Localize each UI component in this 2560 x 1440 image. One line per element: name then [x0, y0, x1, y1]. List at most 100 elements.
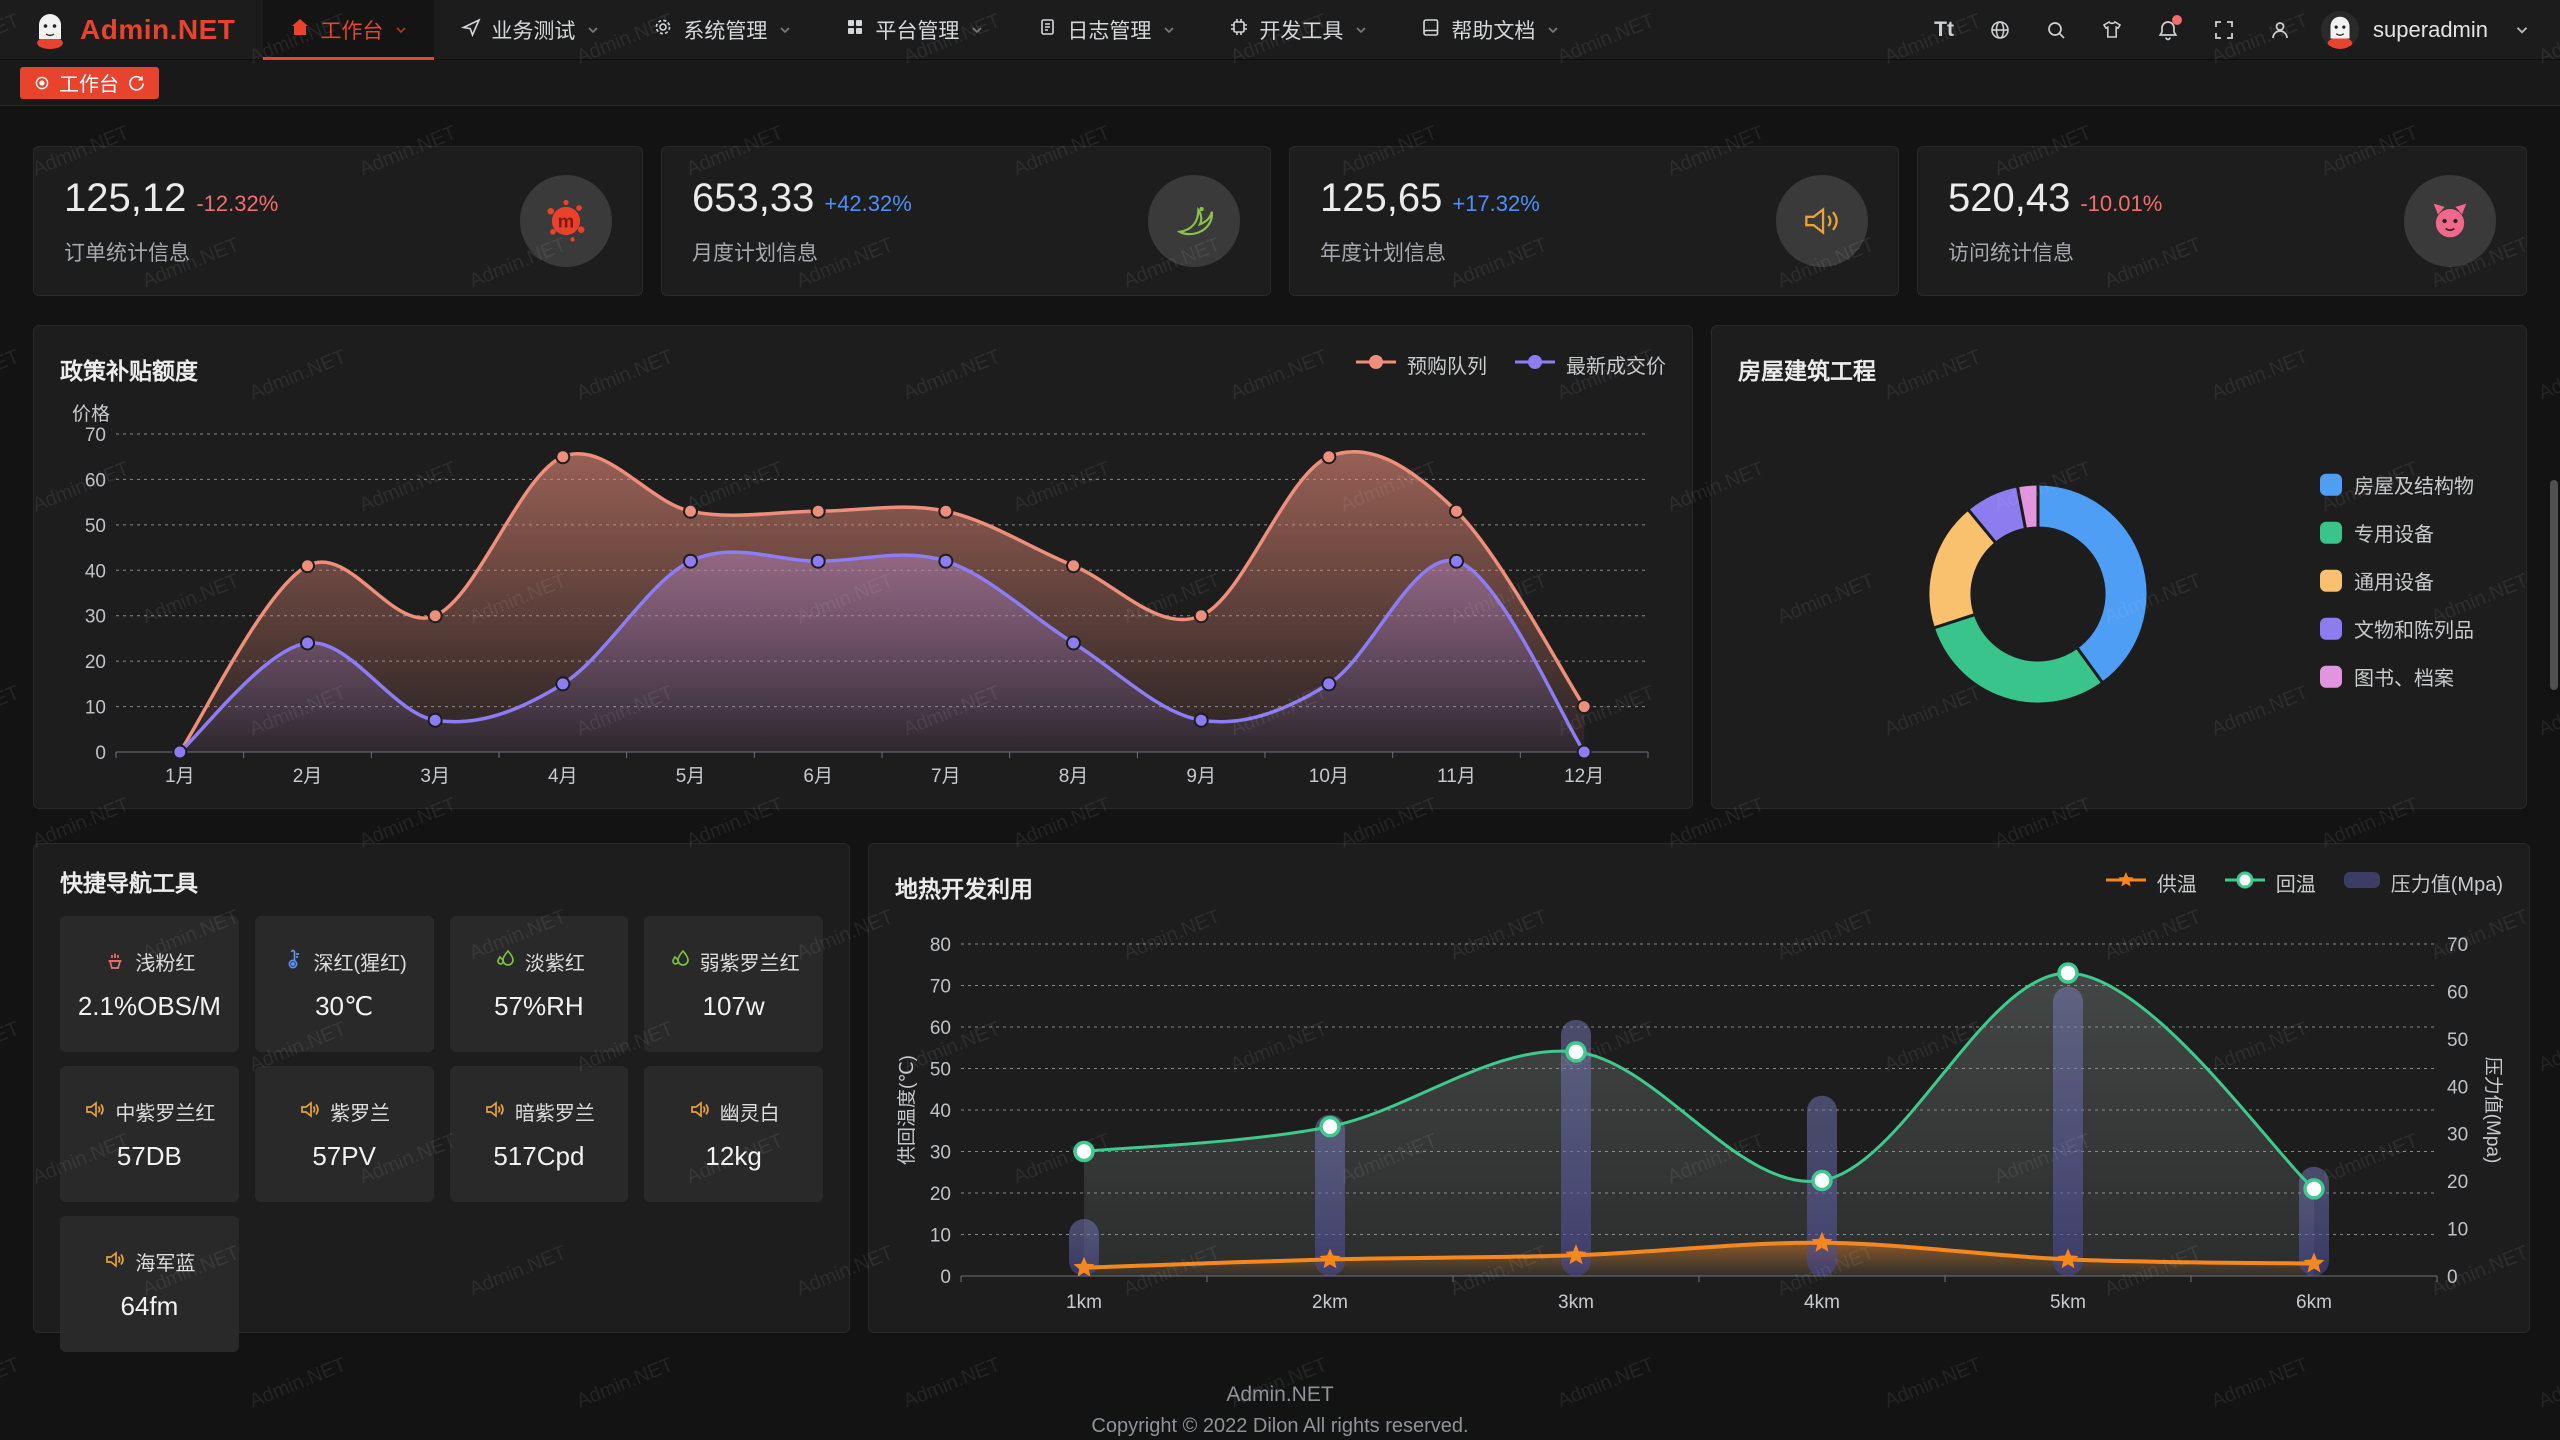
scrollbar-thumb[interactable] — [2550, 480, 2558, 690]
nav-item-label: 系统管理 — [683, 19, 768, 43]
splat-icon: m — [520, 175, 612, 267]
legend-swatch — [2320, 473, 2342, 496]
legend-item-pressure[interactable]: 压力值(Mpa) — [2342, 868, 2503, 897]
legend-marker — [2223, 870, 2267, 896]
nav-item-label: 平台管理 — [875, 19, 960, 43]
svg-text:20: 20 — [2447, 1172, 2468, 1193]
donut-legend: 房屋及结构物 专用设备 通用设备 文物和陈列品 图书、档案 — [2320, 470, 2474, 691]
speaker-icon — [83, 1097, 107, 1127]
legend-swatch — [2320, 521, 2342, 544]
nav-item-label: 帮助文档 — [1451, 19, 1536, 43]
speaker-icon — [103, 1247, 127, 1277]
avatar[interactable] — [2321, 10, 2360, 49]
chevron-down-icon — [1356, 26, 1366, 33]
svg-text:60: 60 — [85, 470, 106, 491]
nav-item-log-mgmt[interactable]: 日志管理 — [1010, 0, 1202, 59]
stat-value: 653,33 — [692, 175, 815, 220]
quick-nav-item-medium-violet-red[interactable]: 中紫罗兰红 57DB — [60, 1066, 239, 1202]
leaf-icon — [493, 947, 517, 977]
fullscreen-icon[interactable] — [2209, 15, 2239, 45]
legend-item-latest-price[interactable]: 最新成交价 — [1513, 350, 1666, 379]
legend-marker — [1513, 353, 1557, 377]
top-nav: Admin.NET 工作台 业务测试 系统管理 平台管理 日志管理 — [0, 0, 2560, 60]
quick-nav-grid: 浅粉红 2.1%OBS/M 深红(猩红) 30℃ 淡紫红 57%RH 弱紫罗兰红… — [60, 916, 823, 1352]
quick-nav-name: 幽灵白 — [719, 1103, 780, 1125]
legend-label: 回温 — [2275, 874, 2316, 896]
svg-text:40: 40 — [930, 1101, 951, 1122]
speaker-icon — [483, 1097, 507, 1127]
legend-item-relics[interactable]: 文物和陈列品 — [2320, 614, 2474, 643]
chevron-down-icon — [588, 26, 598, 33]
legend-item-special-equipment[interactable]: 专用设备 — [2320, 518, 2474, 547]
stat-card-orders: 125,12 -12.32% 订单统计信息 m — [33, 146, 643, 296]
legend-marker — [1354, 353, 1398, 377]
legend-item-buildings[interactable]: 房屋及结构物 — [2320, 470, 2474, 499]
quick-nav-item-dark-violet[interactable]: 暗紫罗兰 517Cpd — [449, 1066, 629, 1202]
quick-nav-item-crimson[interactable]: 深红(猩红) 30℃ — [254, 916, 434, 1052]
nav-item-dev-tools[interactable]: 开发工具 — [1202, 0, 1394, 59]
username[interactable]: superadmin — [2373, 16, 2488, 42]
footer-brand: Admin.NET — [1226, 1383, 1334, 1406]
legend-label: 供温 — [2156, 874, 2197, 896]
chevron-down-icon — [780, 26, 790, 33]
svg-text:5月: 5月 — [676, 766, 706, 787]
quick-nav-item-navy-blue[interactable]: 海军蓝 64fm — [60, 1216, 239, 1352]
quick-nav-item-pale-violet[interactable]: 淡紫红 57%RH — [449, 916, 629, 1052]
svg-text:1月: 1月 — [165, 766, 195, 787]
user-icon[interactable] — [2265, 15, 2295, 45]
svg-text:5km: 5km — [2050, 1292, 2086, 1313]
tab-label: 工作台 — [59, 74, 119, 96]
svg-text:12月: 12月 — [1564, 766, 1604, 787]
stat-cards-row: 125,12 -12.32% 订单统计信息 m 653,33 +42.32% 月度计… — [33, 146, 2527, 296]
quick-nav-card: 快捷导航工具 浅粉红 2.1%OBS/M 深红(猩红) 30℃ 淡紫红 57%R… — [33, 843, 850, 1352]
svg-text:供回温度(℃): 供回温度(℃) — [896, 1055, 918, 1165]
svg-text:2月: 2月 — [293, 766, 323, 787]
svg-text:50: 50 — [2447, 1030, 2468, 1051]
quick-nav-value: 12kg — [705, 1140, 762, 1171]
notification-icon[interactable] — [2153, 14, 2183, 45]
legend-item-return-temp[interactable]: 回温 — [2223, 868, 2316, 897]
nav-item-business-test[interactable]: 业务测试 — [434, 0, 626, 59]
legend-item-general-equipment[interactable]: 通用设备 — [2320, 566, 2474, 595]
legend-item-supply-temp[interactable]: 供温 — [2104, 868, 2197, 897]
svg-text:40: 40 — [85, 561, 106, 582]
svg-text:30: 30 — [85, 607, 106, 628]
svg-text:7月: 7月 — [931, 766, 961, 787]
legend-item-preorder-queue[interactable]: 预购队列 — [1354, 350, 1487, 379]
svg-text:30: 30 — [2447, 1125, 2468, 1146]
refresh-icon[interactable] — [128, 74, 145, 91]
quick-nav-item-ghost-white[interactable]: 幽灵白 12kg — [644, 1066, 823, 1202]
svg-text:10: 10 — [85, 698, 106, 719]
search-icon[interactable] — [2041, 15, 2071, 45]
grid-icon — [844, 16, 866, 44]
svg-text:50: 50 — [930, 1060, 951, 1081]
svg-text:40: 40 — [2447, 1077, 2468, 1098]
svg-text:70: 70 — [85, 425, 106, 446]
quick-nav-value: 64fm — [120, 1290, 179, 1321]
tab-workbench[interactable]: 工作台 — [20, 66, 159, 99]
stat-card-monthly-plan: 653,33 +42.32% 月度计划信息 — [661, 146, 1271, 296]
svg-text:50: 50 — [85, 516, 106, 537]
geothermal-chart-legend: 供温 回温 压力值(Mpa) — [2104, 868, 2503, 897]
quick-nav-item-light-pink[interactable]: 浅粉红 2.1%OBS/M — [60, 916, 239, 1052]
quick-nav-name: 弱紫罗兰红 — [699, 953, 800, 975]
nav-item-platform-mgmt[interactable]: 平台管理 — [818, 0, 1010, 59]
language-icon[interactable] — [1985, 15, 2015, 45]
nav-item-workbench[interactable]: 工作台 — [263, 0, 435, 60]
nav-item-label: 日志管理 — [1067, 19, 1152, 43]
quick-nav-value: 107w — [702, 990, 765, 1021]
theme-icon[interactable] — [2097, 15, 2127, 45]
nav-item-label: 业务测试 — [491, 19, 576, 43]
quick-nav-item-violet[interactable]: 紫罗兰 57PV — [254, 1066, 434, 1202]
stat-label: 年度计划信息 — [1320, 241, 1446, 265]
chevron-down-icon[interactable] — [2514, 22, 2530, 38]
nav-item-system-mgmt[interactable]: 系统管理 — [626, 0, 818, 59]
font-size-icon[interactable]: Tt — [1934, 17, 1954, 41]
legend-item-books-archives[interactable]: 图书、档案 — [2320, 662, 2474, 691]
stat-value: 125,12 — [64, 175, 187, 220]
quick-nav-item-weak-violet-red[interactable]: 弱紫罗兰红 107w — [644, 916, 823, 1052]
svg-text:0: 0 — [940, 1267, 951, 1288]
logo[interactable]: Admin.NET — [0, 0, 263, 59]
nav-item-help-docs[interactable]: 帮助文档 — [1394, 0, 1586, 59]
svg-text:0: 0 — [2447, 1267, 2458, 1288]
